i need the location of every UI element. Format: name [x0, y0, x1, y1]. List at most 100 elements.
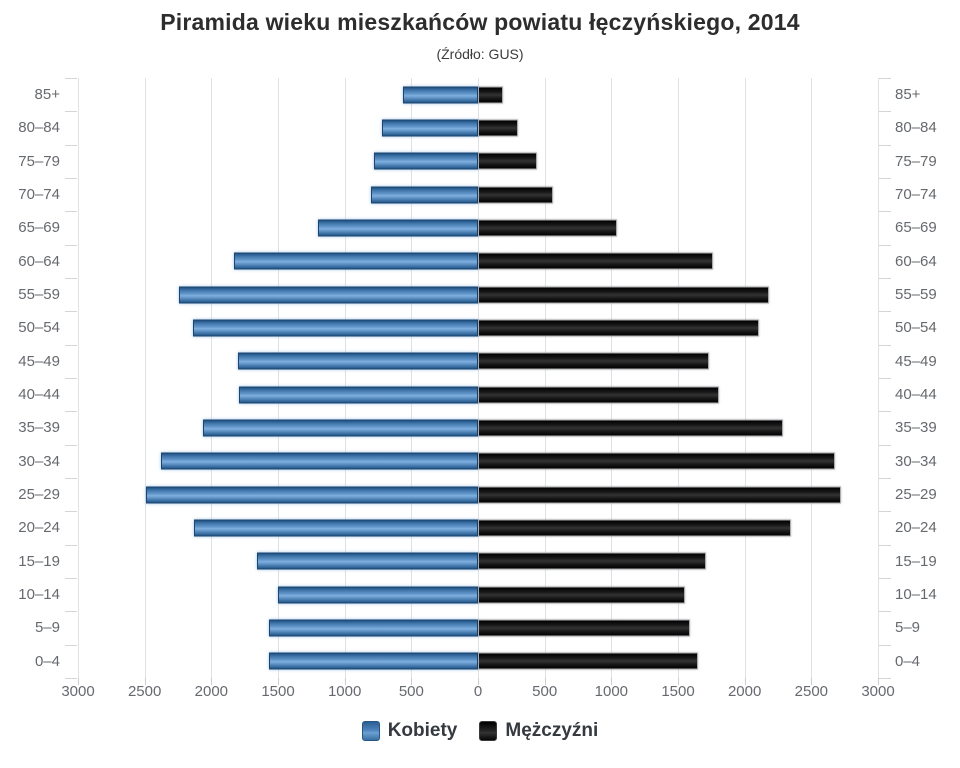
age-label-left-25–29: 25–29: [18, 486, 60, 504]
bar-kobiety-15–19: [256, 552, 478, 570]
bar-kobiety-20–24: [194, 519, 478, 537]
pyramid-row-40–44: [78, 378, 878, 411]
age-label-left-45–49: 45–49: [18, 352, 60, 370]
x-axis-tick: [144, 678, 146, 685]
category-axis-tick: [65, 478, 77, 479]
x-axis-label: 1500: [261, 683, 295, 700]
category-axis-tick: [879, 311, 891, 313]
legend-label-kobiety: Kobiety: [387, 720, 458, 741]
pyramid-row-55–59: [78, 278, 878, 311]
plot-area: [65, 78, 891, 685]
category-axis-tick: [879, 644, 891, 646]
x-axis-tick: [544, 678, 546, 685]
x-axis-tick: [411, 678, 413, 685]
age-label-left-30–34: 30–34: [18, 452, 60, 470]
category-axis-tick: [65, 511, 77, 513]
bar-mezczyzni-45–49: [478, 352, 709, 370]
age-axis-right: 85+ 80–84 75–79 70–74 65–69 60–64 55–59 50–54 45…: [895, 78, 960, 678]
bar-kobiety-55–59: [179, 286, 478, 304]
gridline: [611, 78, 613, 678]
age-label-right-10–14: 10–14: [895, 586, 937, 604]
pyramid-row-15–19: [78, 545, 878, 578]
bar-kobiety-60–64: [234, 252, 478, 270]
bar-mezczyzni-70–74: [478, 186, 553, 204]
bar-kobiety-45–49: [238, 352, 478, 370]
x-axis-label: 1000: [594, 683, 629, 700]
pyramid-row-65–69: [78, 211, 878, 244]
gridline: [411, 78, 413, 678]
age-label-left-55–59: 55–59: [18, 286, 60, 304]
x-axis-label: 2000: [727, 683, 762, 700]
category-axis-tick: [65, 178, 77, 179]
x-axis-tick: [211, 678, 213, 685]
bar-mezczyzni-75–79: [478, 152, 537, 170]
category-axis-tick: [879, 544, 891, 546]
age-label-left-35–39: 35–39: [18, 419, 60, 437]
age-label-left-0–4: 0–4: [34, 652, 60, 670]
legend-item-kobiety[interactable]: Kobiety: [361, 720, 458, 742]
pyramid-row-45–49: [78, 345, 878, 378]
age-label-left-50–54: 50–54: [18, 319, 60, 337]
legend-label-mezczyzni: Mężczyźni: [505, 720, 599, 741]
age-label-right-40–44: 40–44: [895, 386, 937, 404]
age-label-right-65–69: 65–69: [895, 219, 937, 237]
category-axis-tick: [65, 144, 77, 146]
category-axis-tick: [65, 244, 77, 246]
bar-mezczyzni-20–24: [478, 519, 792, 537]
age-label-right-15–19: 15–19: [895, 552, 937, 570]
kobiety-legend-swatch-icon: [361, 721, 380, 741]
legend-item-mezczyzni[interactable]: Mężczyźni: [479, 720, 598, 742]
category-axis-tick: [879, 378, 891, 379]
category-axis-tick: [65, 444, 77, 446]
bar-mezczyzni-35–39: [478, 419, 784, 437]
category-axis-tick: [65, 111, 77, 113]
pyramid-row-70–74: [78, 178, 878, 211]
category-axis-tick: [879, 344, 891, 346]
age-label-left-15–19: 15–19: [18, 552, 60, 570]
bar-kobiety-75–79: [374, 152, 478, 170]
age-label-right-85+: 85+: [895, 86, 921, 104]
category-axis-tick: [879, 478, 891, 479]
bar-kobiety-50–54: [192, 319, 478, 337]
category-axis-tick: [879, 678, 891, 679]
pyramid-row-10–14: [78, 578, 878, 611]
bar-mezczyzni-55–59: [478, 286, 769, 304]
x-axis-tick: [678, 678, 679, 685]
bar-kobiety-5–9: [268, 619, 478, 637]
pyramid-row-20–24: [78, 511, 878, 544]
pyramid-row-75–79: [78, 145, 878, 178]
category-axis-tick: [879, 278, 891, 279]
x-axis-tick: [744, 678, 746, 685]
category-axis-tick: [879, 444, 891, 446]
gridline: [478, 78, 479, 678]
bar-mezczyzni-25–29: [478, 486, 841, 504]
gridline: [78, 78, 79, 678]
bar-mezczyzni-50–54: [478, 319, 760, 337]
mezczyzni-legend-swatch-icon: [479, 721, 498, 741]
category-axis-tick: [65, 278, 77, 279]
pyramid-row-35–39: [78, 411, 878, 444]
bar-mezczyzni-65–69: [478, 219, 617, 237]
pyramid-row-80–84: [78, 111, 878, 144]
age-label-right-35–39: 35–39: [895, 419, 937, 437]
category-axis-tick: [879, 111, 891, 113]
age-label-right-75–79: 75–79: [895, 152, 937, 170]
bar-kobiety-85+: [403, 86, 478, 104]
category-axis-tick: [65, 578, 77, 579]
gridline: [878, 78, 879, 678]
age-label-left-65–69: 65–69: [18, 219, 60, 237]
x-axis-tick: [278, 678, 279, 685]
age-label-right-0–4: 0–4: [895, 652, 921, 670]
age-label-right-20–24: 20–24: [895, 519, 937, 537]
category-axis-tick: [65, 678, 77, 679]
age-label-right-30–34: 30–34: [895, 452, 937, 470]
x-axis-tick: [478, 678, 479, 685]
category-axis-tick: [879, 144, 891, 146]
category-axis-tick: [65, 411, 77, 413]
bar-mezczyzni-85+: [478, 86, 504, 104]
x-axis-label: 3000: [61, 683, 95, 700]
x-axis-label: 1000: [327, 683, 362, 700]
category-axis-tick: [879, 211, 891, 213]
legend: Kobiety Mężczyźni: [0, 716, 960, 746]
